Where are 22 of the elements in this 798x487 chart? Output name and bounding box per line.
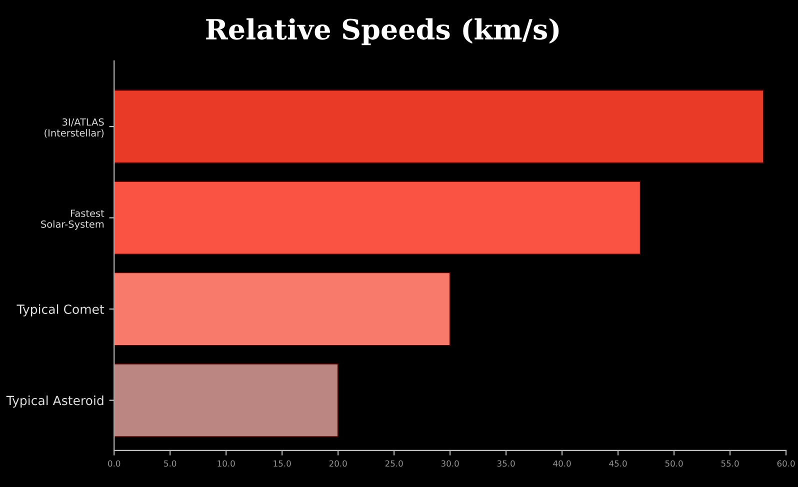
y-tick-label: Typical Comet [16, 304, 104, 316]
x-tick-label: 60.0 [777, 460, 795, 467]
x-tick-label: 30.0 [441, 460, 459, 467]
bar [114, 272, 451, 346]
chart-title: Relative Speeds (km/s) [206, 18, 559, 46]
x-tick-label: 45.0 [609, 460, 627, 467]
y-tick-label: 3I/ATLAS (Interstellar) [44, 118, 104, 138]
bar [114, 180, 642, 255]
x-tick-label: 25.0 [385, 460, 403, 467]
x-tick-label: 40.0 [553, 460, 571, 467]
x-tick-label: 20.0 [329, 460, 347, 467]
x-tick-label: 50.0 [665, 460, 683, 467]
y-tick-label: Typical Asteroid [6, 396, 104, 408]
x-tick-label: 0.0 [108, 460, 120, 467]
x-tick-label: 15.0 [274, 460, 291, 467]
bar [114, 90, 764, 164]
x-tick-label: 5.0 [164, 460, 176, 467]
x-tick-label: 10.0 [218, 460, 235, 467]
x-tick-label: 55.0 [721, 460, 739, 467]
x-tick-label: 35.0 [497, 460, 515, 467]
y-tick-label: Fastest Solar-System [41, 210, 104, 230]
bar [114, 363, 339, 438]
